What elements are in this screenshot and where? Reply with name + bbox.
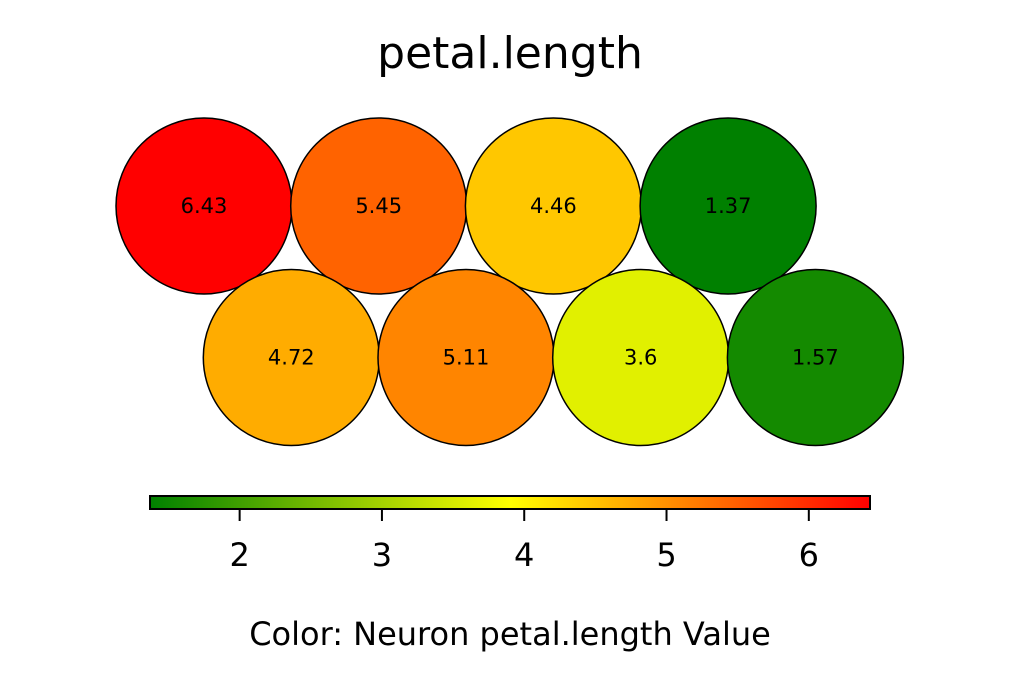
colorbar-tick-label: 2 bbox=[229, 536, 249, 574]
neuron-value-label: 1.37 bbox=[705, 194, 752, 218]
colorbar-tick-label: 3 bbox=[372, 536, 392, 574]
neuron-value-label: 4.72 bbox=[268, 346, 315, 370]
colorbar-label: Color: Neuron petal.length Value bbox=[249, 615, 771, 653]
neuron-cells: 6.43 5.45 4.46 1.37 4.72 5.11 3.6 1.57 bbox=[115, 117, 905, 447]
neuron-value-label: 3.6 bbox=[624, 346, 657, 370]
colorbar-tick-label: 4 bbox=[514, 536, 534, 574]
colorbar-tick-label: 5 bbox=[656, 536, 676, 574]
neuron-value-label: 5.45 bbox=[355, 194, 402, 218]
colorbar: 2 3 4 5 6 bbox=[149, 495, 871, 574]
neuron-value-label: 6.43 bbox=[181, 194, 228, 218]
colorbar-ticks: 2 3 4 5 6 bbox=[229, 509, 819, 574]
neuron-cell bbox=[639, 117, 817, 295]
neuron-value-label: 5.11 bbox=[443, 346, 490, 370]
colorbar-gradient bbox=[149, 495, 871, 510]
neuron-cell bbox=[726, 268, 905, 447]
neuron-value-label: 4.46 bbox=[530, 194, 577, 218]
neuron-value-label: 1.57 bbox=[792, 346, 839, 370]
chart-title: petal.length bbox=[377, 28, 643, 79]
colorbar-tick-label: 6 bbox=[799, 536, 819, 574]
